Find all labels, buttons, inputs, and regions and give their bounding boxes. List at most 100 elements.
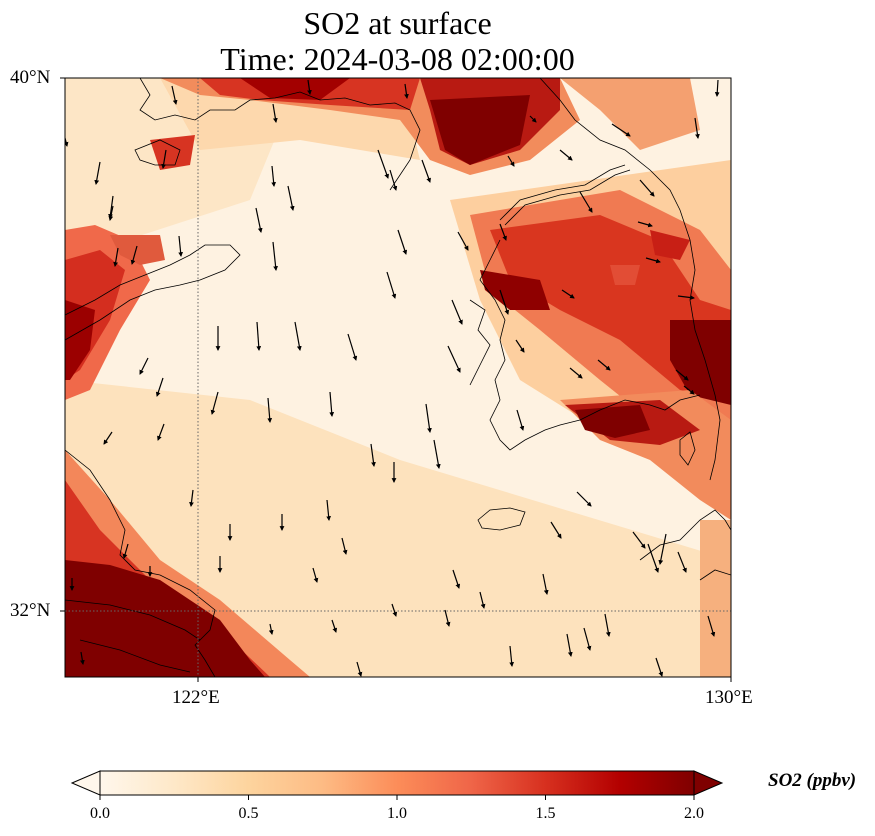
wind-arrow	[271, 165, 277, 187]
colorbar-extend-min	[70, 770, 101, 796]
wind-arrow	[80, 651, 85, 665]
wind-arrow	[189, 489, 194, 507]
wind-arrow	[444, 609, 451, 627]
colorbar-bar	[99, 770, 695, 796]
wind-vectors	[65, 79, 720, 677]
wind-arrow	[677, 551, 687, 573]
wind-arrow	[694, 117, 700, 139]
wind-arrow	[268, 623, 274, 635]
map-gridlines	[65, 78, 731, 677]
wind-arrow	[714, 79, 720, 97]
wind-arrow	[397, 229, 408, 255]
wind-arrow	[683, 385, 695, 395]
axis-ticks	[60, 77, 732, 682]
wind-arrow	[452, 569, 461, 589]
wind-arrow	[255, 207, 263, 233]
wind-arrow	[447, 345, 461, 373]
wind-arrow	[647, 543, 659, 573]
so2-concentration-field	[65, 78, 731, 677]
wind-arrow	[677, 295, 695, 300]
wind-arrow	[377, 149, 389, 179]
wind-arrow	[386, 271, 397, 299]
wind-arrow	[576, 491, 592, 507]
wind-arrow	[329, 391, 335, 417]
colorbar-tick-1: 0.5	[238, 805, 259, 822]
wind-arrow	[509, 645, 515, 667]
coastlines	[65, 78, 731, 677]
wind-arrow	[655, 657, 664, 677]
wind-arrow	[130, 245, 138, 265]
wind-arrow	[604, 613, 611, 637]
map-title-line-2: Time: 2024-03-08 02:00:00	[220, 41, 575, 77]
lon-tick-label-122E: 122°E	[172, 687, 220, 708]
wind-arrow	[658, 533, 667, 565]
wind-arrow	[597, 359, 611, 371]
wind-arrow	[122, 543, 129, 559]
wind-arrow	[103, 431, 113, 445]
wind-arrow	[157, 423, 165, 441]
wind-arrow	[389, 169, 398, 191]
wind-arrow	[326, 499, 332, 521]
wind-arrow	[639, 179, 655, 197]
wind-arrow	[457, 231, 469, 251]
wind-arrow	[267, 397, 273, 423]
wind-arrow	[637, 221, 653, 228]
wind-arrow	[707, 615, 716, 637]
wind-arrow	[611, 123, 631, 137]
wind-arrow	[421, 159, 431, 183]
wind-arrow	[507, 155, 515, 167]
wind-arrow	[515, 339, 525, 353]
colorbar-tick-2: 1.0	[387, 805, 407, 822]
wind-arrow	[210, 391, 219, 415]
lon-tick-label-130E: 130°E	[705, 687, 753, 708]
wind-arrow	[287, 185, 295, 211]
wind-arrow	[161, 149, 167, 169]
colorbar-tick-3: 1.5	[535, 805, 556, 822]
wind-arrow	[433, 439, 441, 469]
wind-arrow	[108, 195, 114, 219]
wind-arrow	[108, 205, 114, 221]
wind-arrow	[645, 257, 661, 264]
wind-arrow	[561, 289, 575, 299]
lat-tick-label-40N: 40°N	[10, 67, 51, 88]
wind-arrow	[479, 591, 486, 609]
wind-arrow	[569, 367, 583, 379]
wind-arrow	[171, 85, 178, 105]
colorbar-label: SO2 (ppbv)	[768, 770, 857, 791]
wind-arrow	[499, 223, 507, 241]
wind-arrow	[499, 289, 510, 315]
wind-arrow	[139, 357, 149, 375]
wind-arrow	[294, 321, 302, 351]
wind-arrow	[331, 619, 338, 633]
map-frame	[64, 77, 732, 678]
lat-tick-label-32N: 32°N	[10, 600, 51, 621]
wind-arrow	[550, 521, 562, 539]
wind-arrow	[356, 661, 363, 677]
wind-arrow	[516, 409, 525, 431]
wind-arrow	[404, 83, 409, 99]
wind-arrow	[94, 161, 101, 185]
wind-arrow	[341, 537, 348, 555]
wind-arrow	[312, 567, 319, 583]
wind-arrow	[451, 299, 463, 325]
wind-arrow	[579, 191, 593, 213]
wind-arrow	[155, 377, 164, 397]
wind-arrow	[425, 403, 432, 433]
wind-arrow	[566, 633, 573, 657]
colorbar	[70, 770, 724, 800]
wind-arrow	[178, 235, 184, 257]
colorbar-extend-max	[693, 770, 724, 796]
wind-arrow	[272, 103, 278, 123]
map-title-line-1: SO2 at surface	[303, 5, 492, 41]
colorbar-tick-0: 0.0	[90, 805, 110, 822]
wind-arrow	[542, 573, 549, 595]
wind-arrow	[632, 531, 646, 549]
wind-arrow	[113, 247, 119, 267]
wind-arrow	[347, 333, 358, 361]
wind-arrow	[307, 79, 312, 95]
wind-arrow	[583, 627, 592, 651]
wind-arrow	[559, 149, 573, 161]
wind-arrow	[529, 115, 537, 123]
wind-arrow	[675, 369, 689, 381]
